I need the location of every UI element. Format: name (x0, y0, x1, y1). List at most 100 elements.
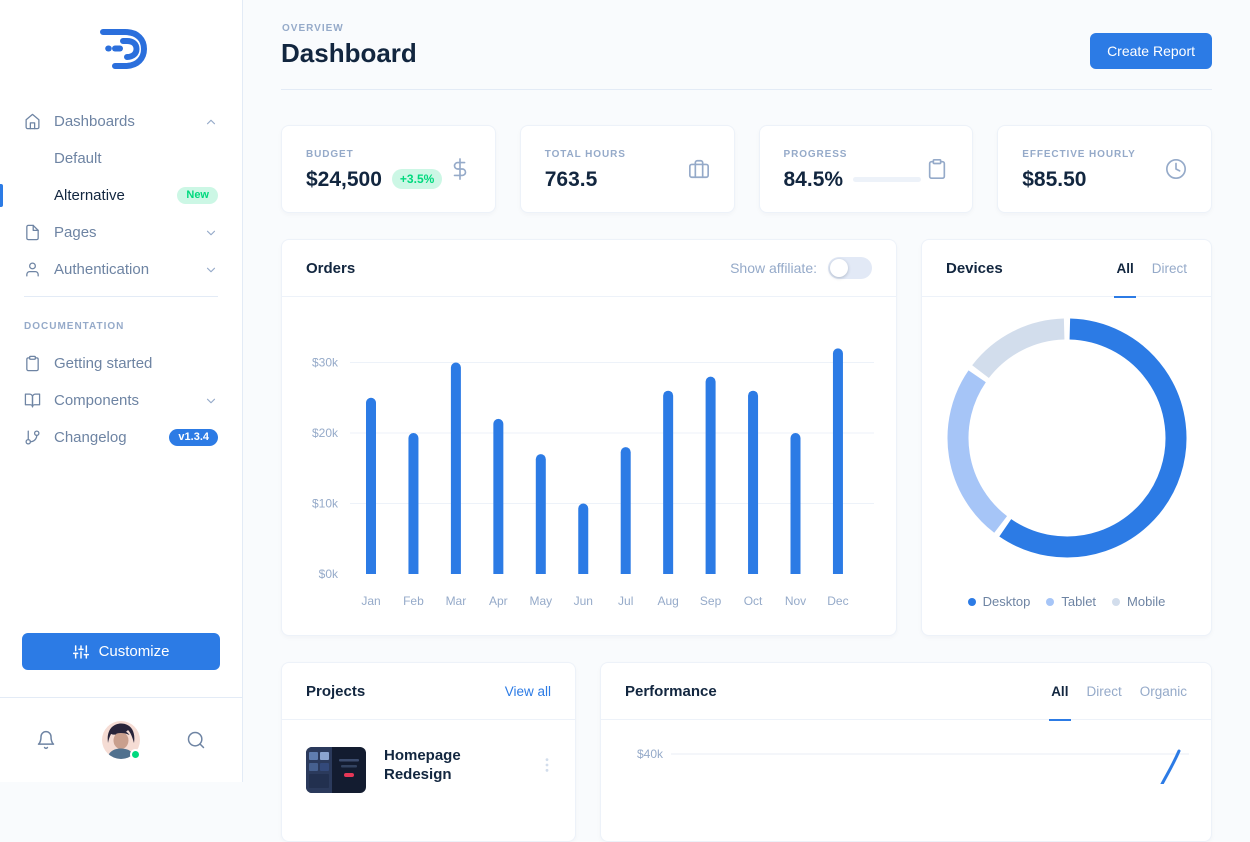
svg-text:$0k: $0k (319, 567, 339, 581)
performance-line-chart: $40k (637, 747, 1189, 784)
sidebar-item-dashboards[interactable]: Dashboards (0, 103, 242, 140)
sidebar-item-label: Getting started (54, 355, 153, 372)
devices-legend: Desktop Tablet Mobile (922, 594, 1211, 609)
stat-card-progress: Progress 84.5% (758, 125, 974, 213)
performance-tab-organic[interactable]: Organic (1139, 683, 1187, 699)
customize-button-label: Customize (98, 643, 170, 660)
sidebar-item-components[interactable]: Components (0, 382, 242, 419)
sidebar: Dashboards Default Alternative New Pages Auth… (0, 0, 243, 782)
stat-value: 84.5% (783, 167, 844, 191)
performance-card-header: Performance All Direct Organic (601, 663, 1211, 720)
create-report-button[interactable]: Create Report (1090, 33, 1212, 69)
stat-label: Total hours (544, 148, 626, 160)
bell-icon[interactable] (36, 730, 56, 750)
svg-text:$30k: $30k (312, 356, 339, 370)
stats-row: Budget $24,500 +3.5% Total hours 763.5 Progre… (281, 125, 1212, 213)
dollar-icon (453, 158, 466, 180)
legend-dot (1046, 597, 1055, 606)
stat-card-total-hours: Total hours 763.5 (519, 125, 735, 213)
legend-item-desktop: Desktop (967, 594, 1030, 609)
user-icon (26, 262, 39, 277)
sidebar-item-authentication[interactable]: Authentication (0, 251, 242, 288)
sidebar-item-getting-started[interactable]: Getting started (0, 345, 242, 382)
performance-card-body: $40k (601, 720, 1211, 841)
stat-card-content: Total hours 763.5 (545, 149, 626, 190)
sidebar-item-label: Authentication (54, 261, 150, 278)
sidebar-item-label: Components (54, 392, 140, 409)
sidebar-item-label: Changelog (54, 429, 127, 446)
chevron-down-icon (206, 230, 216, 235)
svg-text:Aug: Aug (657, 594, 678, 608)
chevron-up-icon (206, 119, 216, 124)
page-header: Overview Dashboard Create Report (281, 0, 1212, 90)
legend-item-tablet: Tablet (1046, 594, 1096, 609)
orders-card-title: Orders (306, 259, 356, 277)
performance-card-title: Performance (625, 682, 717, 700)
sidebar-item-default[interactable]: Default (0, 140, 242, 177)
stat-card-content: Effective hourly $85.50 (1022, 149, 1136, 190)
stat-value: $24,500 (306, 167, 382, 191)
sidebar-divider (24, 296, 218, 297)
performance-tab-all[interactable]: All (1051, 663, 1068, 720)
stat-change-badge: +3.5% (391, 169, 443, 189)
performance-card: Performance All Direct Organic $40k (600, 662, 1212, 842)
sidebar-item-label: Dashboards (54, 113, 135, 130)
file-icon (26, 224, 39, 241)
page-title: Dashboard (281, 38, 417, 68)
svg-text:$10k: $10k (312, 497, 339, 511)
legend-dot (967, 597, 976, 606)
stat-card-content: Budget $24,500 +3.5% (306, 148, 443, 191)
performance-tabs: All Direct Organic (1051, 663, 1187, 719)
devices-tab-all[interactable]: All (1116, 240, 1133, 297)
bottom-row: Projects View all (281, 662, 1212, 842)
sidebar-item-pages[interactable]: Pages (0, 214, 242, 251)
svg-text:$40k: $40k (637, 747, 664, 761)
stat-label: Budget (306, 148, 354, 160)
show-affiliate-toggle[interactable] (828, 257, 872, 279)
customize-button[interactable]: Customize (22, 633, 220, 670)
sidebar-item-changelog[interactable]: Changelog v1.3.4 (0, 419, 242, 456)
project-list-item[interactable]: Homepage Redesign (306, 747, 555, 793)
svg-text:Jan: Jan (361, 594, 380, 608)
devices-card-header: Devices All Direct (922, 240, 1211, 297)
view-all-link[interactable]: View all (504, 683, 551, 699)
svg-text:May: May (529, 594, 552, 608)
stat-card-effective-hourly: Effective hourly $85.50 (997, 125, 1212, 213)
svg-text:Mar: Mar (446, 594, 467, 608)
chevron-down-icon (206, 398, 216, 403)
sliders-icon (72, 644, 89, 659)
search-icon[interactable] (186, 730, 206, 750)
legend-label: Mobile (1127, 594, 1166, 609)
user-avatar[interactable] (102, 721, 141, 760)
svg-text:Jun: Jun (574, 594, 593, 608)
show-affiliate-row: Show affiliate: (730, 257, 872, 279)
online-status-dot (130, 749, 141, 760)
legend-dot (1112, 597, 1121, 606)
stat-label: Effective hourly (1022, 148, 1136, 160)
git-branch-icon (25, 430, 40, 445)
svg-text:Apr: Apr (489, 594, 508, 608)
devices-tab-direct[interactable]: Direct (1151, 260, 1187, 276)
svg-text:Nov: Nov (785, 594, 806, 608)
app-logo[interactable] (0, 0, 242, 74)
more-vertical-icon[interactable] (539, 755, 555, 775)
stat-value: $85.50 (1022, 167, 1087, 191)
dashkit-logo-icon (100, 29, 148, 69)
svg-text:Sep: Sep (700, 594, 722, 608)
project-title: Homepage Redesign (384, 747, 461, 783)
sidebar-item-label: Alternative (54, 187, 125, 204)
svg-text:Feb: Feb (403, 594, 424, 608)
performance-tab-direct[interactable]: Direct (1086, 683, 1122, 699)
badge-v1-3-4: v1.3.4 (169, 429, 218, 446)
sidebar-item-alternative[interactable]: Alternative New (0, 177, 242, 214)
book-icon (24, 393, 41, 408)
stat-label: Progress (783, 148, 848, 160)
clipboard-icon (929, 159, 946, 179)
project-thumbnail (306, 747, 366, 793)
orders-bar-chart: $0k $10k $20k $30k Jan Feb Mar Apr May Jun Jul Aug S… (312, 348, 874, 608)
devices-card-title: Devices (946, 259, 1003, 277)
devices-card-body: Desktop Tablet Mobile (922, 297, 1211, 635)
svg-text:Dec: Dec (827, 594, 848, 608)
orders-card-header: Orders Show affiliate: (282, 240, 896, 297)
sidebar-nav-main: Dashboards Default Alternative New Pages Auth… (0, 103, 242, 288)
